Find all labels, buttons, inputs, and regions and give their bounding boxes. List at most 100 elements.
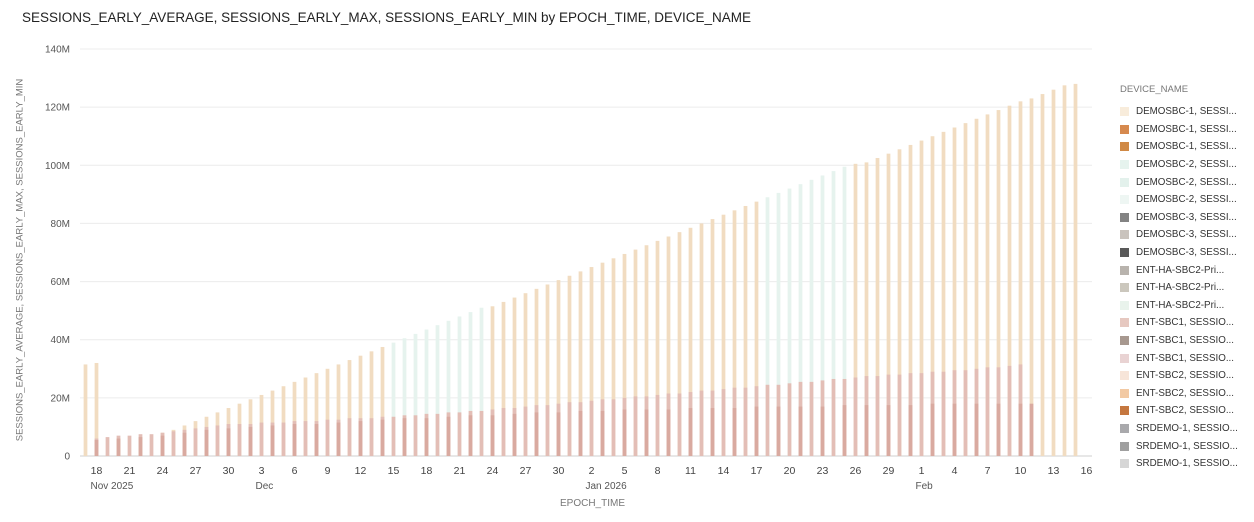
bar [446,416,451,456]
legend-item[interactable]: DEMOSBC-3, SESSI... [1120,226,1250,244]
legend-label: SRDEMO-1, SESSIO... [1136,440,1238,452]
bar [457,316,462,456]
x-tick-label: 6 [292,465,298,477]
bar [820,406,825,456]
bar [853,377,858,456]
bar [380,346,385,456]
y-tick-label: 60M [51,277,70,288]
legend-item[interactable]: DEMOSBC-3, SESSI... [1120,209,1250,227]
legend-label: DEMOSBC-1, SESSI... [1136,123,1237,135]
bar [776,406,781,456]
bar [688,408,693,456]
bar [490,306,495,456]
bar [193,428,198,456]
legend-label: DEMOSBC-1, SESSI... [1136,106,1237,118]
bar [160,435,165,456]
bar [842,405,847,456]
bar [380,419,385,456]
bar [446,320,451,456]
bar [556,412,561,456]
legend-label: ENT-SBC2, SESSIO... [1136,370,1234,382]
bar [303,421,308,456]
legend-item[interactable]: DEMOSBC-3, SESSI... [1120,244,1250,262]
bar [512,413,517,456]
bar [897,149,902,456]
legend-swatch [1120,142,1129,152]
legend-item[interactable]: SRDEMO-1, SESSIO... [1120,437,1250,455]
legend-item[interactable]: DEMOSBC-1, SESSI... [1120,103,1250,121]
bar [721,389,726,456]
bar [501,301,506,456]
legend-item[interactable]: SRDEMO-1, SESSIO... [1120,455,1250,473]
legend-item[interactable]: ENT-HA-SBC2-Pri... [1120,297,1250,315]
bar [985,114,990,457]
bar [391,416,396,456]
legend-item[interactable]: ENT-SBC1, SESSIO... [1120,314,1250,332]
x-tick-label: 21 [454,465,466,477]
bar [578,410,583,456]
y-tick-label: 0 [64,452,70,463]
bar [721,214,726,456]
y-tick-label: 20M [51,393,70,404]
bar [391,342,396,456]
bar [776,192,781,456]
legend-item[interactable]: ENT-SBC2, SESSIO... [1120,402,1250,420]
bar [413,415,418,456]
legend-item[interactable]: ENT-SBC2, SESSIO... [1120,367,1250,385]
legend-item[interactable]: DEMOSBC-1, SESSI... [1120,121,1250,139]
bar [468,312,473,456]
bar [1029,403,1034,456]
legend-label: SRDEMO-1, SESSIO... [1136,458,1238,470]
bar [369,351,374,456]
y-axis-title-wrap: SESSIONS_EARLY_AVERAGE, SESSIONS_EARLY_M… [10,0,30,460]
legend-item[interactable]: ENT-SBC1, SESSIO... [1120,332,1250,350]
x-tick-label: 24 [157,465,169,477]
x-tick-label: 12 [355,465,367,477]
bar [710,219,715,456]
legend-label: DEMOSBC-2, SESSI... [1136,194,1237,206]
bar [875,376,880,456]
bar [545,405,550,456]
legend-item[interactable]: SRDEMO-1, SESSIO... [1120,420,1250,438]
bar [677,232,682,456]
legend-item[interactable]: ENT-HA-SBC2-Pri... [1120,279,1250,297]
bar [919,140,924,456]
bar [941,371,946,456]
bar [787,383,792,456]
y-tick-label: 140M [45,45,70,56]
bar [281,422,286,456]
legend-swatch [1120,318,1129,328]
legend-label: SRDEMO-1, SESSIO... [1136,422,1238,434]
bar [281,386,286,456]
legend-item[interactable]: DEMOSBC-2, SESSI... [1120,156,1250,174]
bar [259,422,264,456]
legend-swatch [1120,300,1129,310]
bar [314,373,319,456]
legend-item[interactable]: ENT-SBC2, SESSIO... [1120,385,1250,403]
bar [435,325,440,456]
bar [919,373,924,456]
x-tick-label: 3 [259,465,265,477]
legend-item[interactable]: DEMOSBC-1, SESSI... [1120,138,1250,156]
bar [479,410,484,456]
bar [886,405,891,456]
bar [402,418,407,456]
bar [611,258,616,456]
legend-swatch [1120,353,1129,363]
legend-item[interactable]: DEMOSBC-2, SESSI... [1120,191,1250,209]
legend: DEVICE_NAME DEMOSBC-1, SESSI... DEMOSBC-1… [1120,84,1250,472]
bar [347,418,352,456]
bar [820,175,825,457]
bar [611,399,616,456]
legend-item[interactable]: ENT-SBC1, SESSIO... [1120,349,1250,367]
bar [996,110,1001,457]
legend-item[interactable]: ENT-HA-SBC2-Pri... [1120,261,1250,279]
bar [644,409,649,456]
bar [248,426,253,456]
bar [1040,94,1045,456]
bar [644,245,649,456]
x-tick-label: 4 [952,465,958,477]
legend-swatch [1120,459,1129,469]
legend-item[interactable]: DEMOSBC-2, SESSI... [1120,173,1250,191]
bar [600,410,605,456]
